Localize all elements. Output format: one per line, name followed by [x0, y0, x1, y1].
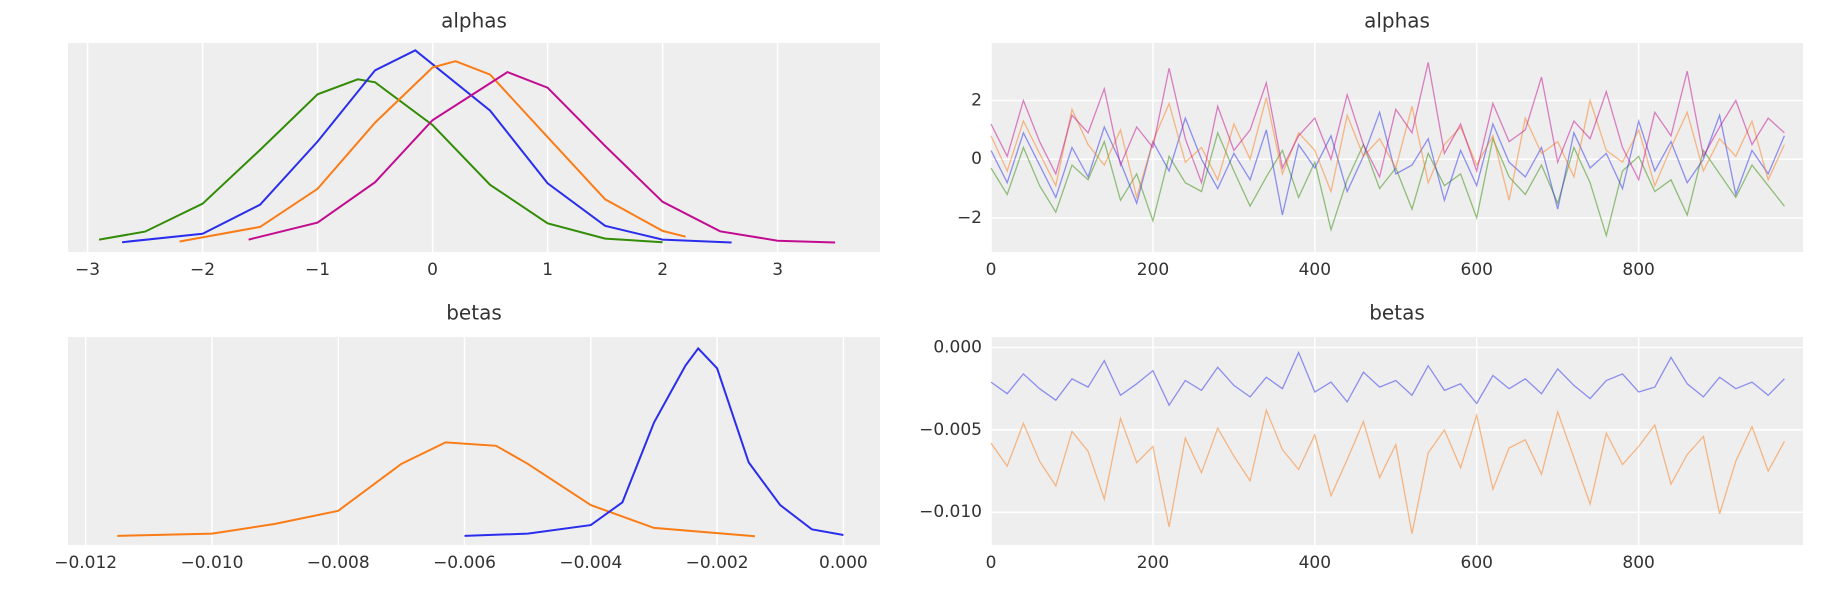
trace-line: [990, 62, 1785, 186]
x-tick-label: −0.010: [181, 553, 244, 573]
trace-line: [990, 97, 1785, 201]
x-tick-label: 400: [1299, 553, 1331, 573]
x-tick-label: 2: [657, 260, 668, 280]
density-line: [117, 441, 756, 538]
panel-background: [991, 337, 1803, 545]
x-tick-label: 0: [427, 260, 438, 280]
trace-line: [990, 407, 1785, 534]
panel-title: betas: [446, 301, 502, 325]
y-tick-label: 0: [971, 149, 982, 169]
x-tick-label: 1: [542, 260, 553, 280]
x-tick-label: 600: [1461, 260, 1493, 280]
x-tick-label: 800: [1622, 553, 1654, 573]
x-tick-label: 3: [772, 260, 783, 280]
x-tick-label: −3: [75, 260, 100, 280]
x-tick-label: 600: [1461, 553, 1493, 573]
trace-line: [990, 350, 1785, 407]
panel-title: alphas: [1364, 9, 1430, 33]
panel-background: [68, 337, 880, 545]
y-tick-label: −0.005: [919, 420, 982, 440]
x-tick-label: −0.004: [559, 553, 622, 573]
y-tick-label: −2: [957, 208, 982, 228]
x-tick-label: −1: [305, 260, 330, 280]
x-tick-label: −2: [190, 260, 215, 280]
x-tick-label: −0.006: [433, 553, 496, 573]
panel-title: betas: [1369, 301, 1425, 325]
panel-background: [68, 43, 880, 252]
panel-title: alphas: [441, 9, 507, 33]
trace-line: [990, 130, 1785, 239]
x-tick-label: 400: [1299, 260, 1331, 280]
x-tick-label: −0.002: [686, 553, 749, 573]
density-line: [121, 49, 732, 244]
density-line: [464, 346, 844, 537]
x-tick-label: 0: [986, 553, 997, 573]
x-tick-label: −0.008: [307, 553, 370, 573]
y-tick-label: −0.010: [919, 502, 982, 522]
x-tick-label: 0: [986, 260, 997, 280]
x-tick-label: 200: [1137, 260, 1169, 280]
x-tick-label: 0.000: [819, 553, 868, 573]
y-tick-label: 2: [971, 91, 982, 111]
x-tick-label: −0.012: [54, 553, 117, 573]
density-line: [248, 70, 836, 244]
x-tick-label: 800: [1622, 260, 1654, 280]
density-line: [179, 60, 686, 243]
y-tick-label: 0.000: [933, 338, 982, 358]
x-tick-label: 200: [1137, 553, 1169, 573]
